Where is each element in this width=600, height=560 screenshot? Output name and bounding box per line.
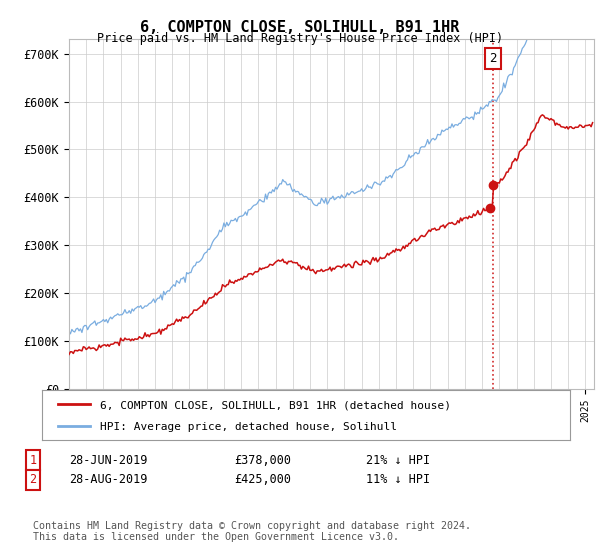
Text: 11% ↓ HPI: 11% ↓ HPI bbox=[366, 473, 430, 487]
Text: £378,000: £378,000 bbox=[234, 454, 291, 467]
Text: Contains HM Land Registry data © Crown copyright and database right 2024.
This d: Contains HM Land Registry data © Crown c… bbox=[33, 521, 471, 543]
Text: Price paid vs. HM Land Registry's House Price Index (HPI): Price paid vs. HM Land Registry's House … bbox=[97, 32, 503, 45]
Text: 28-AUG-2019: 28-AUG-2019 bbox=[69, 473, 148, 487]
Text: 6, COMPTON CLOSE, SOLIHULL, B91 1HR (detached house): 6, COMPTON CLOSE, SOLIHULL, B91 1HR (det… bbox=[100, 400, 451, 410]
Text: 2: 2 bbox=[489, 52, 497, 65]
Text: 6, COMPTON CLOSE, SOLIHULL, B91 1HR: 6, COMPTON CLOSE, SOLIHULL, B91 1HR bbox=[140, 20, 460, 35]
Text: 28-JUN-2019: 28-JUN-2019 bbox=[69, 454, 148, 467]
Text: HPI: Average price, detached house, Solihull: HPI: Average price, detached house, Soli… bbox=[100, 422, 397, 432]
Text: 2: 2 bbox=[29, 473, 37, 487]
Text: 21% ↓ HPI: 21% ↓ HPI bbox=[366, 454, 430, 467]
Text: £425,000: £425,000 bbox=[234, 473, 291, 487]
Text: 1: 1 bbox=[29, 454, 37, 467]
